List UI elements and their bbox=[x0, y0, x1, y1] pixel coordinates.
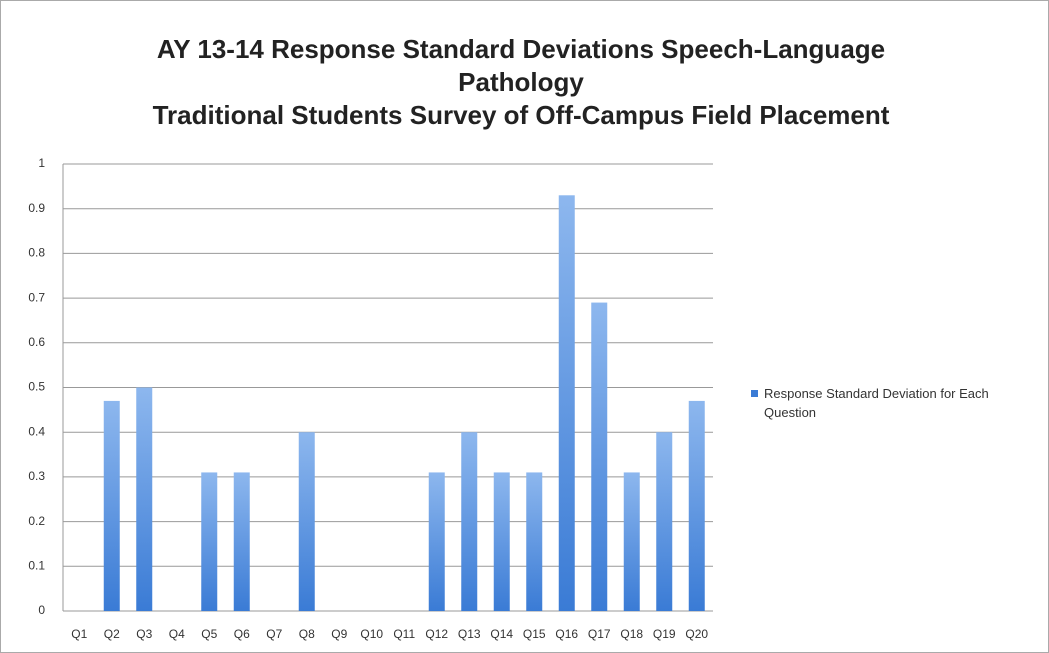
legend-swatch bbox=[751, 390, 758, 397]
bar bbox=[688, 400, 705, 611]
bar bbox=[233, 472, 250, 611]
x-tick-label: Q14 bbox=[490, 627, 513, 641]
x-tick-label: Q3 bbox=[136, 627, 152, 641]
x-tick-label: Q19 bbox=[653, 627, 676, 641]
bar bbox=[493, 472, 510, 611]
chart-title: AY 13-14 Response Standard Deviations Sp… bbox=[156, 34, 886, 97]
bar bbox=[298, 432, 315, 611]
x-tick-label: Q16 bbox=[555, 627, 578, 641]
bar bbox=[526, 472, 543, 611]
x-tick-label: Q13 bbox=[458, 627, 481, 641]
x-tick-label: Q10 bbox=[360, 627, 383, 641]
x-tick-label: Q18 bbox=[620, 627, 643, 641]
x-tick-label: Q4 bbox=[169, 627, 185, 641]
y-tick-label: 0.6 bbox=[28, 335, 45, 349]
chart-subtitle: Traditional Students Survey of Off-Campu… bbox=[152, 100, 890, 130]
x-tick-label: Q15 bbox=[523, 627, 546, 641]
y-tick-label: 1 bbox=[38, 156, 45, 170]
y-tick-label: 0.7 bbox=[28, 290, 45, 304]
x-tick-label: Q8 bbox=[299, 627, 315, 641]
bar bbox=[461, 432, 478, 611]
x-tick-label: Q20 bbox=[685, 627, 708, 641]
x-tick-label: Q6 bbox=[234, 627, 250, 641]
x-tick-label: Q17 bbox=[588, 627, 611, 641]
bar bbox=[103, 400, 120, 611]
y-tick-label: 0.3 bbox=[28, 469, 45, 483]
y-tick-label: 0.5 bbox=[28, 380, 45, 394]
x-tick-label: Q2 bbox=[104, 627, 120, 641]
x-tick-label: Q12 bbox=[425, 627, 448, 641]
bar bbox=[201, 472, 218, 611]
y-tick-label: 0.4 bbox=[28, 424, 45, 438]
titles: AY 13-14 Response Standard Deviations Sp… bbox=[61, 33, 981, 132]
x-tick-label: Q11 bbox=[393, 627, 415, 641]
legend-label: Response Standard Deviation for Each Que… bbox=[764, 386, 989, 420]
bar bbox=[558, 195, 575, 612]
bar bbox=[136, 387, 153, 611]
bar bbox=[623, 472, 640, 611]
y-tick-label: 0.8 bbox=[28, 246, 45, 260]
x-tick-label: Q9 bbox=[331, 627, 347, 641]
y-tick-label: 0.2 bbox=[28, 514, 45, 528]
bar bbox=[656, 432, 673, 611]
x-tick-label: Q1 bbox=[71, 627, 87, 641]
y-tick-label: 0 bbox=[38, 603, 45, 617]
y-tick-label: 0.9 bbox=[28, 201, 45, 215]
y-tick-label: 0.1 bbox=[28, 558, 45, 572]
x-tick-label: Q7 bbox=[266, 627, 282, 641]
bar bbox=[591, 302, 608, 611]
x-tick-label: Q5 bbox=[201, 627, 217, 641]
legend: Response Standard Deviation for Each Que… bbox=[751, 384, 1041, 422]
bar bbox=[428, 472, 445, 611]
